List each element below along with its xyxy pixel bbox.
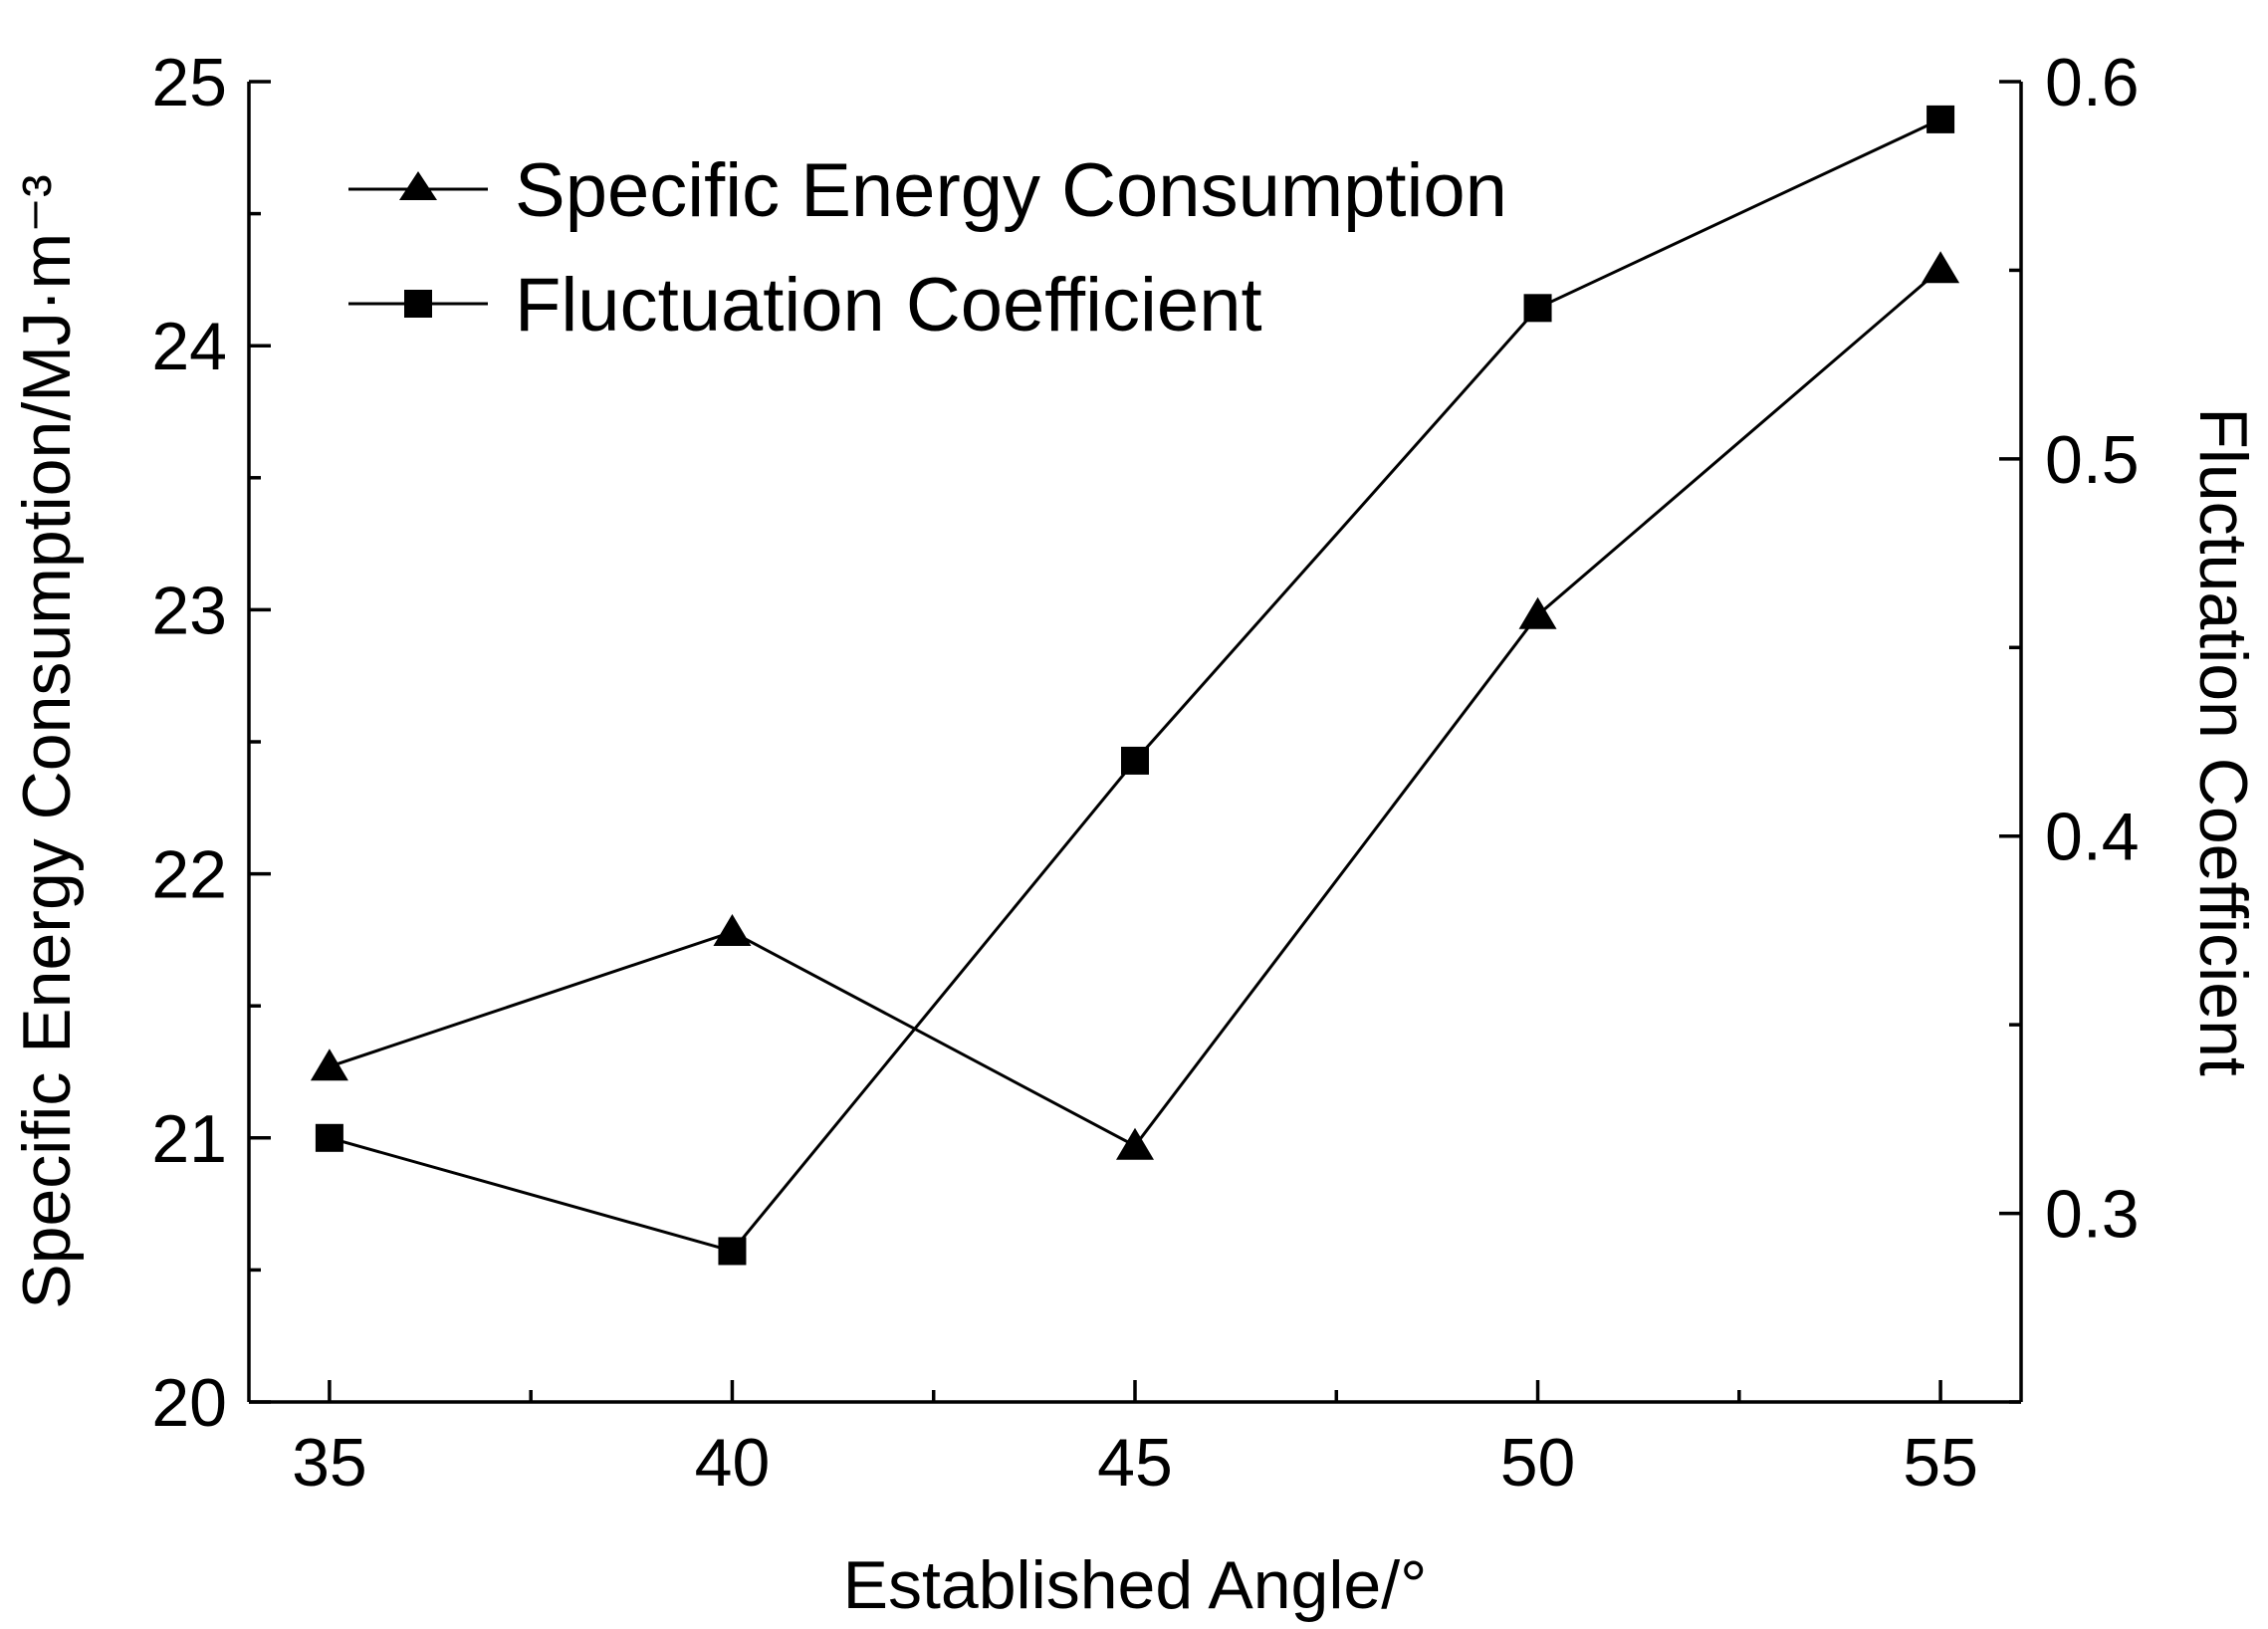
y-left-tick-label: 23 [151, 573, 227, 648]
y-right-tick-label: 0.3 [2045, 1177, 2140, 1253]
x-tick-label: 55 [1903, 1425, 1978, 1501]
x-tick-label: 50 [1500, 1425, 1576, 1501]
y-left-tick-label: 21 [151, 1101, 227, 1177]
square-marker [315, 1123, 343, 1152]
legend-triangle-marker [399, 171, 437, 200]
y-left-tick-label: 22 [151, 837, 227, 913]
square-marker [1121, 746, 1149, 775]
x-tick-label: 45 [1097, 1425, 1173, 1501]
y-left-axis-title: Specific Energy Consumption/MJ·m⁻³ [9, 174, 85, 1308]
series-line-specific-energy-consumption [329, 268, 1942, 1148]
x-axis-title: Established Angle/° [843, 1547, 1428, 1623]
triangle-marker [310, 1048, 348, 1081]
y-right-tick-label: 0.6 [2045, 45, 2140, 120]
triangle-marker [1116, 1127, 1154, 1160]
y-right-tick-label: 0.5 [2045, 422, 2140, 498]
legend-label-energy: Specific Energy Consumption [515, 148, 1507, 233]
legend-label-fluctuation: Fluctuation Coefficient [515, 263, 1262, 348]
square-marker [1927, 105, 1955, 133]
square-marker [1523, 294, 1552, 323]
triangle-marker [1518, 596, 1557, 629]
y-right-axis-title: Fluctuation Coefficient [2185, 407, 2261, 1076]
legend-square-marker [404, 290, 432, 318]
square-marker [718, 1237, 747, 1266]
triangle-marker [713, 913, 752, 946]
x-tick-label: 40 [695, 1425, 771, 1501]
y-right-tick-label: 0.4 [2045, 800, 2140, 875]
y-left-tick-label: 25 [151, 45, 227, 120]
triangle-marker [1922, 251, 1960, 284]
legend: Specific Energy Consumption Fluctuation … [348, 148, 1507, 348]
y-left-tick-label: 20 [151, 1365, 227, 1441]
y-left-tick-label: 24 [151, 309, 227, 384]
x-tick-label: 35 [292, 1425, 367, 1501]
